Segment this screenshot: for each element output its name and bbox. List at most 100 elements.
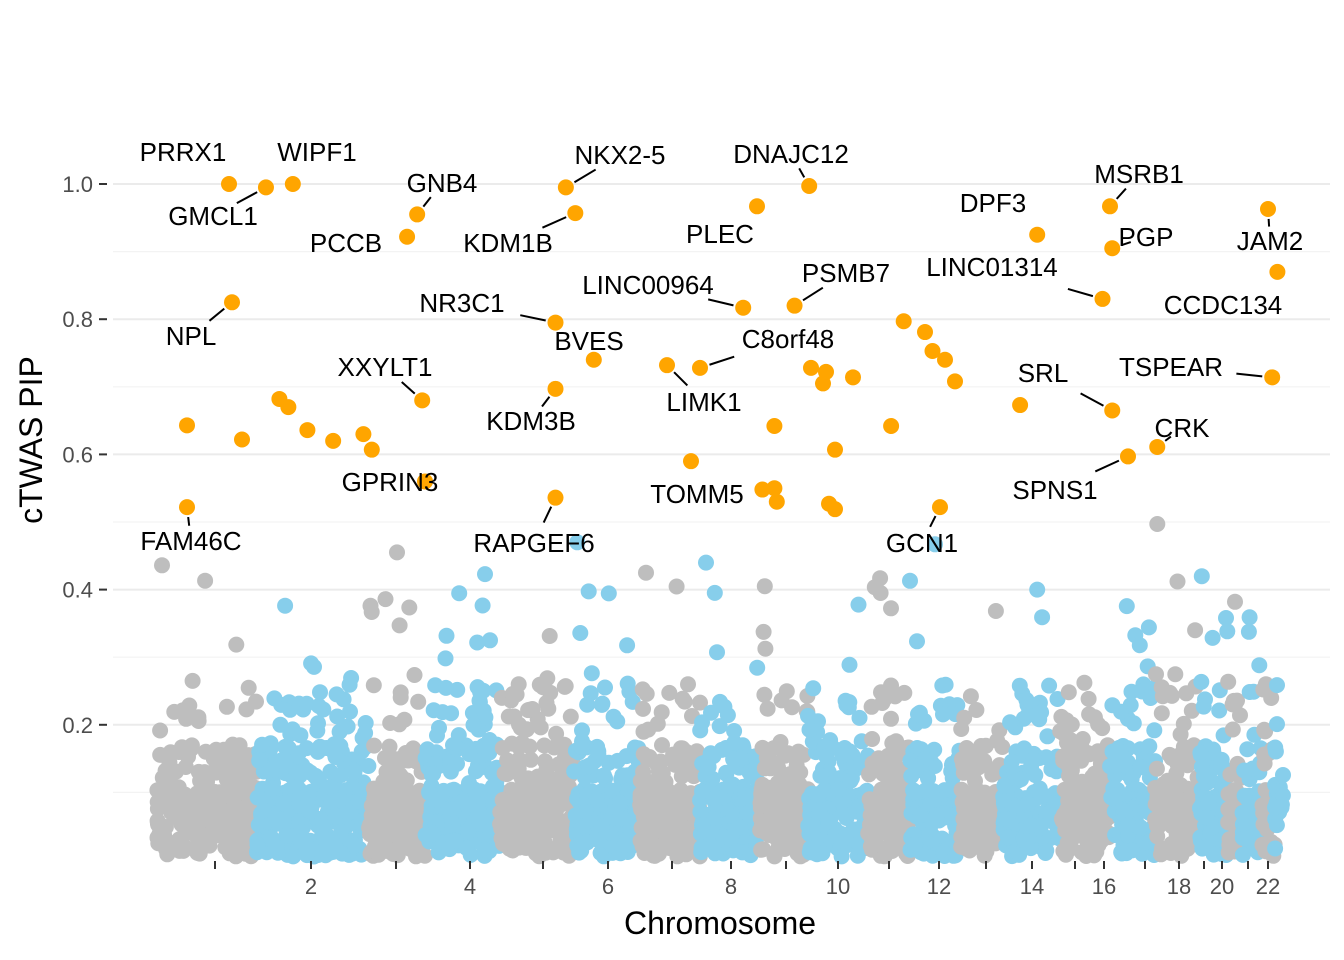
gene-point [907, 836, 924, 853]
gene-point [882, 838, 899, 855]
gene-point [973, 738, 990, 754]
gene-point [266, 690, 283, 707]
gene-point [1120, 816, 1136, 833]
gene-point [520, 702, 537, 719]
gene-label: GNB4 [407, 168, 478, 198]
gene-point [842, 772, 859, 789]
gene-point [1003, 753, 1020, 770]
significant-gene-point [735, 299, 752, 316]
gene-point [755, 623, 772, 640]
gene-point [419, 741, 436, 758]
significant-gene-point [547, 314, 564, 331]
gene-point [1227, 593, 1243, 610]
gene-point [392, 684, 409, 701]
gene-point [223, 830, 240, 847]
gene-point [467, 763, 484, 780]
gene-point [572, 625, 589, 641]
gene-point [996, 791, 1012, 808]
y-tick-label: 0.4 [62, 578, 93, 603]
gene-point [588, 791, 605, 808]
significant-gene-point [557, 179, 574, 196]
gene-point [886, 750, 903, 767]
label-leader-line [1164, 435, 1172, 442]
gene-point [323, 793, 340, 810]
gene-point [887, 688, 904, 705]
gene-point [920, 770, 937, 786]
gene-point [1112, 743, 1129, 760]
gene-point [1227, 695, 1244, 712]
y-tick-label: 0.8 [62, 307, 93, 332]
gene-label: FAM46C [140, 526, 241, 556]
gene-point [830, 781, 847, 798]
gene-point [1268, 817, 1285, 834]
gene-point [778, 683, 795, 700]
gene-point [811, 801, 828, 818]
gene-point [425, 765, 442, 782]
gene-point [569, 837, 586, 854]
gene-point [609, 713, 626, 730]
gene-label: GMCL1 [168, 201, 258, 231]
significant-gene-point [179, 499, 195, 516]
gene-point [661, 840, 678, 856]
gene-point [161, 841, 178, 858]
significant-gene-point [786, 297, 803, 314]
gene-point [1125, 715, 1142, 732]
gene-point [861, 766, 877, 783]
gene-label: SRL [1018, 358, 1069, 388]
gene-label: KDM1B [463, 228, 553, 258]
label-leader-lines [187, 167, 1271, 528]
gene-point [214, 746, 231, 763]
significant-gene-point [1149, 438, 1166, 455]
significant-gene-point [932, 499, 948, 516]
significant-gene-point [947, 373, 963, 390]
gene-point [1153, 793, 1170, 810]
gene-point [994, 739, 1011, 755]
gene-point [1241, 609, 1258, 626]
gene-label: PRRX1 [140, 137, 227, 167]
gene-point [665, 746, 682, 763]
gene-point [461, 746, 478, 763]
gene-point [580, 757, 597, 774]
gene-point [548, 725, 565, 742]
gene-point [562, 708, 579, 725]
gene-point [447, 832, 464, 849]
gene-point [1154, 688, 1171, 705]
gene-point [776, 747, 793, 764]
gene-point [208, 827, 225, 844]
significant-gene-point [567, 205, 584, 222]
gene-point [1241, 684, 1258, 700]
gene-point [649, 715, 666, 732]
y-axis: 0.2 0.4 0.6 0.8 1.0 [62, 172, 107, 738]
gene-point [376, 841, 393, 857]
gene-point [1236, 830, 1253, 847]
label-leader-line [798, 167, 806, 178]
gene-point [1055, 748, 1072, 765]
gene-point [1027, 767, 1044, 784]
gene-point [569, 534, 586, 551]
gene-point [177, 759, 194, 775]
gene-point [654, 737, 670, 754]
significant-gene-point [280, 399, 297, 416]
gene-point [1131, 637, 1148, 654]
gene-point [661, 684, 678, 701]
gene-point [955, 792, 972, 809]
gene-point [378, 763, 395, 780]
significant-gene-point [1264, 369, 1281, 386]
gene-point [312, 738, 328, 755]
gene-point [535, 679, 551, 696]
gene-point [1169, 573, 1186, 590]
gene-point [1240, 818, 1257, 835]
significant-gene-point [234, 431, 250, 448]
gene-point [1200, 793, 1217, 810]
gene-point [1041, 677, 1058, 694]
gene-point [1011, 677, 1028, 694]
gene-point [444, 801, 461, 817]
gene-point [504, 686, 521, 702]
gene-point [935, 706, 951, 723]
gene-point [636, 820, 653, 836]
gene-point [152, 722, 169, 739]
gene-point [1220, 673, 1237, 690]
gene-point [329, 708, 346, 725]
gene-point [387, 786, 404, 803]
significant-gene-point [766, 418, 783, 435]
